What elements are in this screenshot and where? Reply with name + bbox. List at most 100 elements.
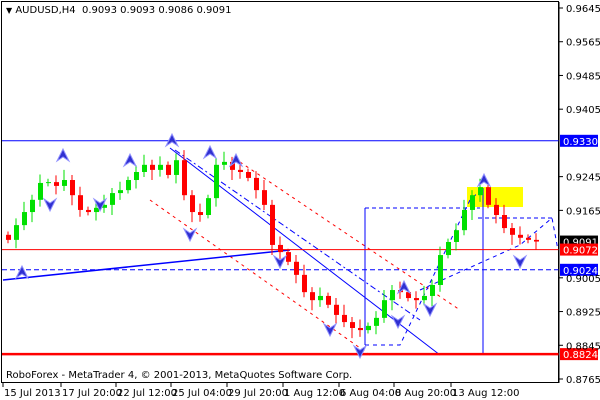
candle-body — [318, 295, 323, 301]
candle — [430, 279, 435, 307]
candle-body — [150, 164, 155, 170]
candle-body — [518, 234, 523, 238]
candle-body — [294, 261, 299, 275]
svg-text:0.9072: 0.9072 — [563, 246, 598, 257]
x-tick-label: 17 Jul 20:00 — [62, 388, 122, 399]
candle-body — [246, 171, 251, 178]
x-tick-label: 29 Jul 20:00 — [228, 388, 288, 399]
candle-body — [166, 164, 171, 175]
candle — [358, 319, 363, 337]
candle — [366, 322, 371, 334]
candle-body — [230, 161, 235, 170]
candle — [454, 223, 459, 251]
candle — [54, 175, 59, 195]
fractal-down-arrow-icon — [92, 197, 108, 213]
candle-body — [406, 292, 411, 299]
candle-body — [6, 234, 11, 240]
candle — [78, 186, 83, 217]
x-tick-label: 6 Aug 04:00 — [340, 388, 401, 399]
candle-body — [390, 290, 395, 301]
candle-body — [78, 195, 83, 210]
y-tick-label: 0.9405 — [566, 105, 600, 116]
candle-body — [350, 322, 355, 328]
candle-body — [142, 164, 147, 172]
candle — [342, 304, 347, 328]
candle — [382, 290, 387, 323]
candle — [206, 194, 211, 219]
candle — [254, 171, 259, 199]
candle — [62, 169, 67, 191]
candle-body — [190, 195, 195, 213]
candle — [22, 201, 27, 231]
fractal-up-arrow-icon — [202, 144, 218, 160]
candle-body — [310, 292, 315, 301]
fractal-down-arrow-icon — [512, 254, 528, 270]
candle — [310, 287, 315, 311]
candle — [486, 183, 491, 209]
symbol-label: AUDUSD,H4 — [15, 5, 76, 16]
svg-text:0.9091: 0.9091 — [563, 238, 598, 249]
candle — [222, 151, 227, 170]
candle — [438, 246, 443, 292]
candle-body — [182, 160, 187, 196]
fractal-up-arrow-icon — [228, 152, 244, 168]
candle — [230, 156, 235, 181]
fractal-down-arrow-icon — [42, 197, 58, 213]
fractal-down-arrow-icon — [422, 302, 438, 318]
candle — [374, 311, 379, 335]
price-axis[interactable]: 0.9645 0.9565 0.9485 0.9405 0.9245 0.9165 0.90… — [558, 2, 600, 386]
candle-body — [326, 295, 331, 305]
candle — [270, 199, 275, 256]
y-tick-label: 0.9005 — [566, 274, 600, 285]
candle — [302, 264, 307, 298]
candle-body — [134, 171, 139, 181]
candle — [190, 190, 195, 223]
projection-line — [419, 217, 559, 291]
candle — [422, 285, 427, 306]
fractal-down-arrow-icon — [390, 314, 406, 330]
price-level-label: 0.9024 — [560, 263, 598, 277]
candle — [518, 226, 523, 245]
candle-body — [206, 198, 211, 216]
candle-body — [198, 212, 203, 216]
candle — [126, 176, 131, 194]
y-tick-label: 0.9565 — [566, 38, 600, 49]
candle — [118, 181, 123, 200]
candle-body — [534, 239, 539, 242]
fractal-down-arrow-icon — [352, 344, 368, 360]
candle-body — [22, 212, 27, 226]
candle — [14, 218, 19, 249]
candle — [334, 298, 339, 324]
candle-body — [422, 295, 427, 301]
candle-body — [342, 314, 347, 323]
candle-body — [222, 161, 227, 165]
candle-body — [462, 209, 467, 231]
candle — [158, 156, 163, 177]
candle-body — [70, 180, 75, 196]
candle — [198, 203, 203, 222]
target-zone — [467, 187, 523, 207]
triangle-down-icon[interactable]: ▼ — [6, 6, 13, 15]
candle-body — [334, 304, 339, 315]
analysis-drawings — [2, 147, 559, 356]
fractal-up-arrow-icon — [396, 279, 412, 295]
candle-body — [214, 164, 219, 199]
candle-body — [86, 209, 91, 213]
candle-body — [446, 241, 451, 256]
candle — [470, 190, 475, 221]
candle — [38, 174, 43, 207]
candle — [70, 174, 75, 206]
candle-body — [238, 169, 243, 172]
candle — [6, 231, 11, 244]
y-tick-label: 0.9245 — [566, 173, 600, 184]
x-tick-label: 13 Aug 12:00 — [452, 388, 519, 399]
candle-body — [30, 199, 35, 213]
candle — [294, 255, 299, 284]
trend-channel-line — [174, 149, 421, 321]
candle — [286, 248, 291, 266]
candle-body — [358, 327, 363, 331]
candle-body — [502, 215, 507, 229]
plot-frame — [1, 1, 559, 383]
